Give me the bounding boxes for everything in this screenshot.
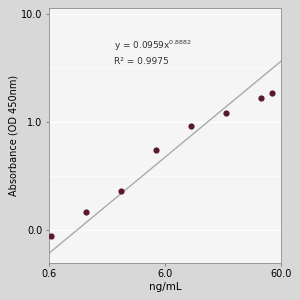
Point bbox=[153, 148, 158, 152]
Point bbox=[223, 110, 228, 115]
Text: y = 0.0959x$^{0.8882}$
R² = 0.9975: y = 0.0959x$^{0.8882}$ R² = 0.9975 bbox=[114, 39, 192, 66]
Y-axis label: Absorbance (OD 450nm): Absorbance (OD 450nm) bbox=[8, 75, 18, 196]
Point bbox=[269, 91, 274, 95]
Point bbox=[83, 209, 88, 214]
Point bbox=[118, 189, 123, 194]
Point bbox=[188, 124, 193, 128]
X-axis label: ng/mL: ng/mL bbox=[148, 282, 181, 292]
Point bbox=[48, 234, 53, 239]
Point bbox=[258, 96, 263, 101]
